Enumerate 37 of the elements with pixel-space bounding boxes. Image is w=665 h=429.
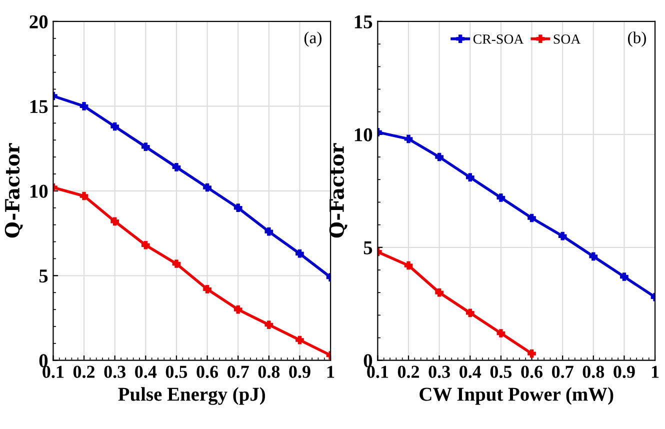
x-tick-label: 0.4 (460, 366, 482, 378)
legend-label: SOA (554, 34, 581, 44)
y-tick-label: 20 (30, 15, 48, 28)
x-tick-label: 0.1 (367, 366, 388, 378)
y-tick-label: 10 (30, 184, 48, 198)
x-tick-label: 0.3 (104, 366, 126, 378)
x-tick-label: 0.8 (582, 366, 604, 378)
x-tick-label: 0.6 (196, 366, 218, 378)
y-tick-label: 5 (364, 241, 372, 254)
y-tick-label: 5 (39, 270, 48, 283)
y-axis-title: Q-Factor (329, 143, 348, 238)
y-tick-label: 15 (30, 100, 48, 114)
x-tick-label: 1 (327, 366, 334, 378)
x-tick-label: 0.7 (552, 366, 574, 378)
y-tick-label: 0 (364, 354, 372, 368)
x-tick-label: 0.6 (521, 366, 543, 378)
x-tick-label: 0.5 (490, 366, 512, 378)
x-tick-label: 0.8 (258, 366, 280, 378)
legend-label: CR-SOA (473, 34, 524, 44)
x-axis-title: CW Input Power (mW) (420, 387, 614, 405)
x-tick-label: 0.9 (614, 366, 635, 378)
x-tick-label: 0.2 (73, 366, 95, 378)
x-tick-label: 0.5 (166, 366, 188, 378)
x-tick-label: 0.9 (289, 366, 310, 378)
x-tick-label: 0.2 (398, 366, 420, 378)
annotation: (b) (628, 32, 646, 47)
x-tick-label: 0.3 (428, 366, 450, 378)
y-tick-label: 10 (354, 128, 372, 142)
x-tick-label: 1 (652, 366, 659, 378)
x-tick-label: 0.7 (227, 366, 249, 378)
y-tick-label: 15 (354, 15, 372, 28)
y-tick-label: 0 (39, 354, 48, 368)
y-axis-title: Q-Factor (4, 143, 23, 238)
annotation: (a) (304, 32, 322, 47)
x-axis-title: Pulse Energy (pJ) (118, 387, 266, 405)
x-tick-label: 0.4 (135, 366, 157, 378)
x-tick-label: 0.1 (42, 366, 64, 378)
